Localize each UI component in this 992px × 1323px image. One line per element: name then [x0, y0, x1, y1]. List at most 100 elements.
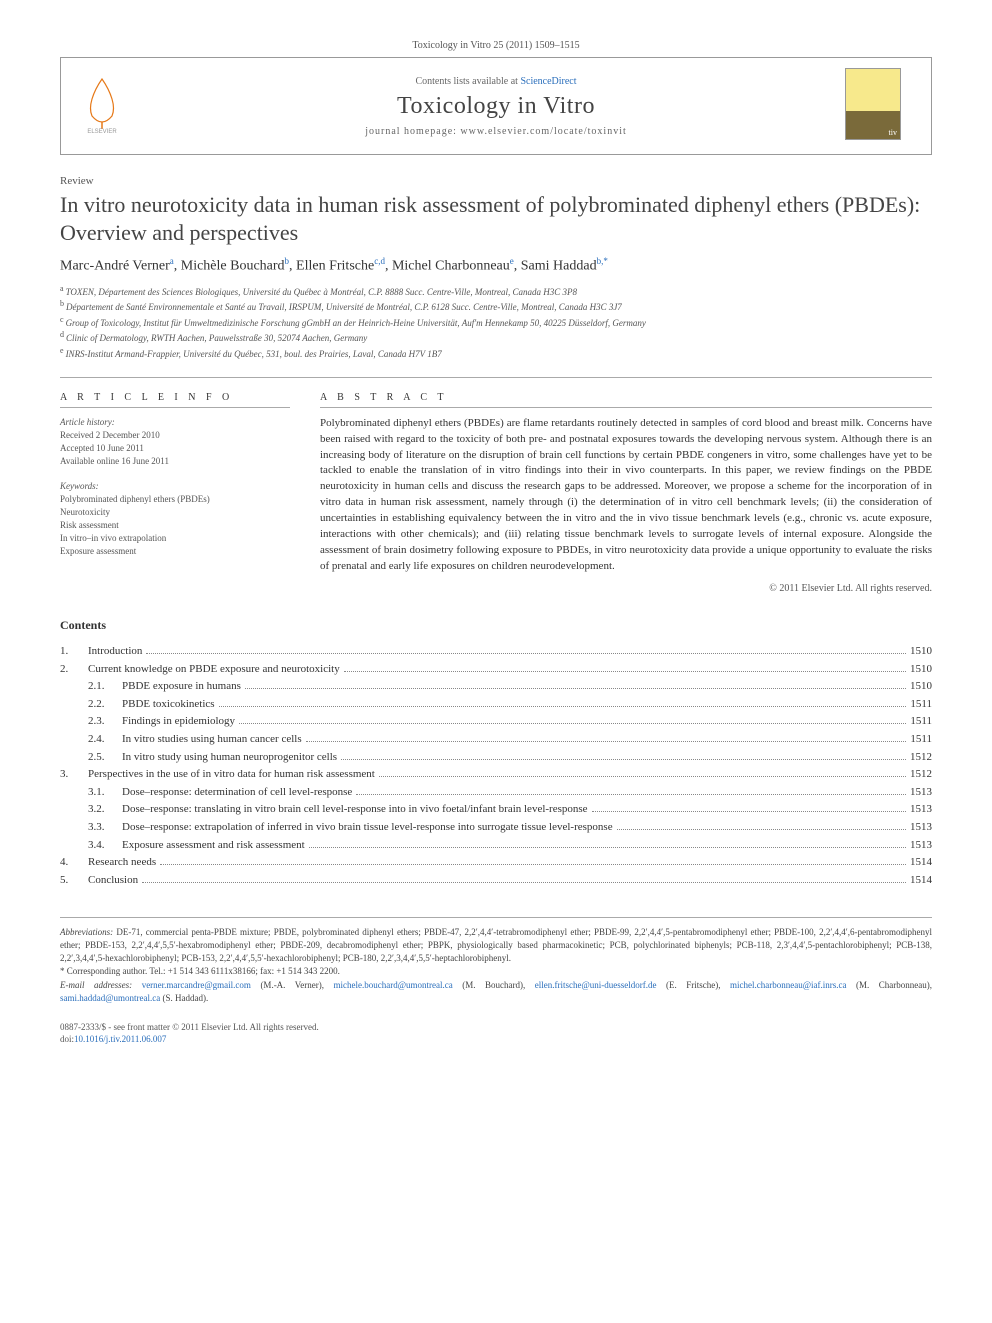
history-line: Available online 16 June 2011	[60, 456, 169, 466]
footnotes: Abbreviations: DE-71, commercial penta-P…	[60, 926, 932, 1004]
toc-page: 1514	[910, 872, 932, 890]
toc-label: In vitro studies using human cancer cell…	[122, 731, 302, 749]
toc-number: 2.1.	[88, 678, 122, 696]
journal-homepage: journal homepage: www.elsevier.com/locat…	[147, 126, 845, 137]
toc-page: 1510	[910, 661, 932, 679]
toc-item[interactable]: 2.Current knowledge on PBDE exposure and…	[60, 661, 932, 679]
article-info: A R T I C L E I N F O Article history: R…	[60, 392, 290, 594]
toc-label: PBDE toxicokinetics	[122, 696, 215, 714]
toc-label: Dose–response: extrapolation of inferred…	[122, 819, 613, 837]
affiliation: cGroup of Toxicology, Institut für Umwel…	[60, 314, 932, 330]
history-line: Received 2 December 2010	[60, 430, 160, 440]
abstract: A B S T R A C T Polybrominated diphenyl …	[320, 392, 932, 594]
toc-item[interactable]: 5.Conclusion 1514	[60, 872, 932, 890]
keyword: Polybrominated diphenyl ethers (PBDEs)	[60, 494, 210, 504]
abstract-heading: A B S T R A C T	[320, 392, 932, 408]
keyword: Neurotoxicity	[60, 507, 110, 517]
toc-number: 3.1.	[88, 784, 122, 802]
contents-heading: Contents	[60, 618, 932, 633]
email-addresses: E-mail addresses: verner.marcandre@gmail…	[60, 979, 932, 1005]
affiliation: bDépartement de Santé Environnementale e…	[60, 298, 932, 314]
keywords-label: Keywords:	[60, 481, 99, 491]
toc-subitem[interactable]: 2.2.PBDE toxicokinetics 1511	[60, 696, 932, 714]
publisher-logo: ELSEVIER	[77, 74, 147, 138]
toc-page: 1511	[910, 731, 932, 749]
toc-page: 1512	[910, 766, 932, 784]
toc-subitem[interactable]: 3.2.Dose–response: translating in vitro …	[60, 801, 932, 819]
keyword: Risk assessment	[60, 520, 119, 530]
toc-item[interactable]: 3.Perspectives in the use of in vitro da…	[60, 766, 932, 784]
journal-name: Toxicology in Vitro	[147, 93, 845, 120]
svg-text:ELSEVIER: ELSEVIER	[87, 129, 117, 134]
toc-page: 1510	[910, 678, 932, 696]
toc-number: 2.5.	[88, 749, 122, 767]
affiliation: dClinic of Dermatology, RWTH Aachen, Pau…	[60, 329, 932, 345]
abstract-copyright: © 2011 Elsevier Ltd. All rights reserved…	[320, 583, 932, 594]
abstract-text: Polybrominated diphenyl ethers (PBDEs) a…	[320, 416, 932, 575]
toc-page: 1513	[910, 837, 932, 855]
toc-page: 1512	[910, 749, 932, 767]
toc-number: 1.	[60, 643, 88, 661]
abbreviations: Abbreviations: DE-71, commercial penta-P…	[60, 926, 932, 965]
toc-page: 1513	[910, 819, 932, 837]
toc-number: 2.	[60, 661, 88, 679]
toc-page: 1513	[910, 801, 932, 819]
affiliation: eINRS-Institut Armand-Frappier, Universi…	[60, 345, 932, 361]
affiliations: aTOXEN, Département des Sciences Biologi…	[60, 283, 932, 361]
history-line: Accepted 10 June 2011	[60, 443, 144, 453]
article-info-heading: A R T I C L E I N F O	[60, 392, 290, 408]
email-link[interactable]: michel.charbonneau@iaf.inrs.ca	[730, 980, 847, 990]
author-list: Marc-André Vernera, Michèle Bouchardb, E…	[60, 256, 932, 275]
toc-subitem[interactable]: 3.3.Dose–response: extrapolation of infe…	[60, 819, 932, 837]
toc-label: Exposure assessment and risk assessment	[122, 837, 305, 855]
masthead: ELSEVIER Contents lists available at Sci…	[60, 57, 932, 155]
citation-header: Toxicology in Vitro 25 (2011) 1509–1515	[60, 40, 932, 51]
toc-label: Introduction	[88, 643, 142, 661]
sciencedirect-link[interactable]: ScienceDirect	[520, 76, 576, 87]
elsevier-tree-icon: ELSEVIER	[77, 74, 127, 134]
toc-number: 2.2.	[88, 696, 122, 714]
toc-label: Perspectives in the use of in vitro data…	[88, 766, 375, 784]
history-label: Article history:	[60, 417, 115, 427]
affiliation: aTOXEN, Département des Sciences Biologi…	[60, 283, 932, 299]
toc-page: 1514	[910, 854, 932, 872]
email-link[interactable]: sami.haddad@umontreal.ca	[60, 993, 160, 1003]
toc-label: Conclusion	[88, 872, 138, 890]
toc-subitem[interactable]: 2.5.In vitro study using human neuroprog…	[60, 749, 932, 767]
toc-subitem[interactable]: 3.4.Exposure assessment and risk assessm…	[60, 837, 932, 855]
toc-number: 4.	[60, 854, 88, 872]
toc-number: 3.4.	[88, 837, 122, 855]
toc-page: 1511	[910, 696, 932, 714]
issn-line: 0887-2333/$ - see front matter © 2011 El…	[60, 1021, 932, 1034]
toc-item[interactable]: 4.Research needs 1514	[60, 854, 932, 872]
toc-number: 3.3.	[88, 819, 122, 837]
keyword: Exposure assessment	[60, 546, 136, 556]
contents-available: Contents lists available at ScienceDirec…	[147, 76, 845, 87]
cover-thumbnail	[845, 68, 915, 144]
table-of-contents: 1.Introduction15102.Current knowledge on…	[60, 643, 932, 889]
toc-number: 3.	[60, 766, 88, 784]
toc-number: 2.4.	[88, 731, 122, 749]
toc-label: Current knowledge on PBDE exposure and n…	[88, 661, 340, 679]
toc-page: 1510	[910, 643, 932, 661]
email-link[interactable]: michele.bouchard@umontreal.ca	[334, 980, 453, 990]
toc-number: 5.	[60, 872, 88, 890]
toc-subitem[interactable]: 2.3.Findings in epidemiology1511	[60, 713, 932, 731]
toc-item[interactable]: 1.Introduction 1510	[60, 643, 932, 661]
bottom-meta: 0887-2333/$ - see front matter © 2011 El…	[60, 1021, 932, 1046]
toc-subitem[interactable]: 2.1.PBDE exposure in humans 1510	[60, 678, 932, 696]
doi-link[interactable]: 10.1016/j.tiv.2011.06.007	[74, 1034, 166, 1044]
toc-subitem[interactable]: 2.4.In vitro studies using human cancer …	[60, 731, 932, 749]
toc-page: 1511	[910, 713, 932, 731]
toc-subitem[interactable]: 3.1.Dose–response: determination of cell…	[60, 784, 932, 802]
email-link[interactable]: verner.marcandre@gmail.com	[142, 980, 251, 990]
corresponding-author: * Corresponding author. Tel.: +1 514 343…	[60, 965, 932, 978]
toc-label: Research needs	[88, 854, 156, 872]
toc-label: Dose–response: determination of cell lev…	[122, 784, 352, 802]
email-link[interactable]: ellen.fritsche@uni-duesseldorf.de	[535, 980, 657, 990]
toc-page: 1513	[910, 784, 932, 802]
keyword: In vitro–in vivo extrapolation	[60, 533, 166, 543]
toc-label: PBDE exposure in humans	[122, 678, 241, 696]
toc-number: 2.3.	[88, 713, 122, 731]
toc-number: 3.2.	[88, 801, 122, 819]
